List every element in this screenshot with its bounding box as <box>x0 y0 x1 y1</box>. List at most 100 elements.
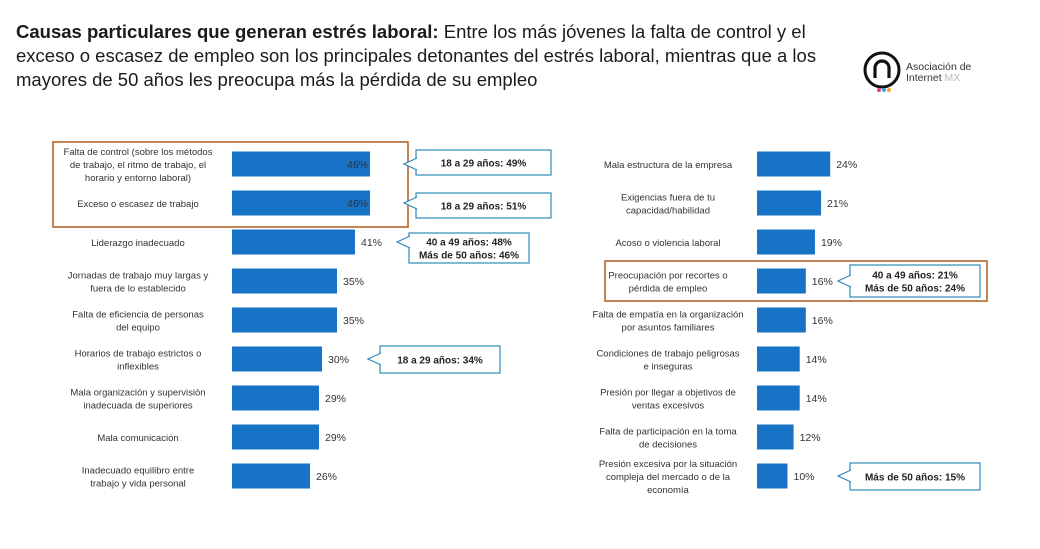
right-category-label-7: ventas excesivos <box>632 401 705 412</box>
left-value-label-5: 35% <box>343 315 364 327</box>
right-value-label-3: 19% <box>821 237 842 249</box>
left-category-label-1: Falta de control (sobre los métodos <box>64 147 213 158</box>
logo-text: Asociación de Internet MX <box>906 62 971 84</box>
left-value-label-8: 29% <box>325 432 346 444</box>
left-bar-3 <box>232 229 355 255</box>
right-category-label-9: economía <box>647 485 689 496</box>
right-category-label-7: Presión por llegar a objetivos de <box>600 388 736 399</box>
right-bar-4 <box>757 268 806 294</box>
right-annotation-pointer-2 <box>836 469 852 483</box>
right-value-label-7: 14% <box>806 393 827 405</box>
title-bold: Causas particulares que generan estrés l… <box>16 21 439 42</box>
right-category-label-4: pérdida de empleo <box>629 284 708 295</box>
left-annotation-box-1 <box>415 149 552 176</box>
right-value-label-8: 12% <box>800 432 821 444</box>
right-category-label-6: e inseguras <box>643 362 692 373</box>
right-bar-1 <box>757 151 831 177</box>
logo-line-1: Asociación de <box>906 61 972 73</box>
right-category-label-1: Mala estructura de la empresa <box>604 160 733 171</box>
logo: Asociación de Internet MX <box>860 48 1030 96</box>
right-value-label-5: 16% <box>812 315 833 327</box>
right-category-label-9: compleja del mercado o de la <box>606 472 731 483</box>
right-value-label-1: 24% <box>836 159 857 171</box>
right-annotation-pointer-1 <box>836 274 852 288</box>
right-category-label-5: por asuntos familiares <box>622 323 715 334</box>
left-value-label-7: 29% <box>325 393 346 405</box>
left-category-label-9: trabajo y vida personal <box>90 479 186 490</box>
left-category-label-1: horario y entorno laboral) <box>85 173 191 184</box>
right-category-label-3: Acoso o violencia laboral <box>615 238 720 249</box>
right-annotation-text-1: Más de 50 años: 24% <box>865 284 965 295</box>
left-category-label-4: fuera de lo establecido <box>90 284 186 295</box>
right-category-label-5: Falta de empatía en la organización <box>592 310 743 321</box>
left-annotation-pointer-3 <box>395 235 411 249</box>
left-annotation-box-3 <box>408 232 530 264</box>
left-annotation-pointer-2 <box>402 196 418 210</box>
left-category-label-2: Exceso o escasez de trabajo <box>77 199 198 210</box>
right-value-label-4: 16% <box>812 276 833 288</box>
right-category-label-8: de decisiones <box>639 440 697 451</box>
right-value-label-9: 10% <box>794 471 815 483</box>
left-category-label-7: Mala organización y supervisión <box>70 388 205 399</box>
left-annotation-box-2 <box>415 192 552 219</box>
right-bar-2 <box>757 190 822 216</box>
right-value-label-2: 21% <box>827 198 848 210</box>
asociacion-internet-mx-logo-icon <box>863 51 901 92</box>
left-value-label-3: 41% <box>361 237 382 249</box>
left-annotation-text-3: Más de 50 años: 46% <box>419 251 519 262</box>
left-category-label-1: de trabajo, el ritmo de trabajo, el <box>70 160 206 171</box>
left-annotation-text-2: 18 a 29 años: 51% <box>441 202 527 213</box>
left-bar-1 <box>232 151 370 177</box>
right-category-label-8: Falta de participación en la toma <box>599 427 737 438</box>
left-bar-6 <box>232 346 322 372</box>
logo-line-2: Internet <box>906 72 942 84</box>
right-value-label-6: 14% <box>806 354 827 366</box>
right-category-label-9: Presión excesiva por la situación <box>599 459 737 470</box>
right-bar-6 <box>757 346 800 372</box>
right-category-label-6: Condiciones de trabajo peligrosas <box>596 349 739 360</box>
right-annotation-text-2: Más de 50 años: 15% <box>865 473 965 484</box>
right-bar-5 <box>757 307 806 333</box>
right-category-label-2: capacidad/habilidad <box>626 206 710 217</box>
page-title: Causas particulares que generan estrés l… <box>16 20 866 92</box>
left-value-label-6: 30% <box>328 354 349 366</box>
left-annotation-text-1: 18 a 29 años: 49% <box>441 159 527 170</box>
logo-line-2-suffix: MX <box>944 72 961 84</box>
left-bar-4 <box>232 268 337 294</box>
left-annotation-pointer-1 <box>402 157 418 171</box>
left-annotation-pointer-4 <box>366 352 382 366</box>
right-annotation-box-1 <box>849 264 981 298</box>
left-category-label-9: Inadecuado equilibro entre <box>82 466 195 477</box>
left-category-label-5: del equipo <box>116 323 160 334</box>
right-bar-7 <box>757 385 800 411</box>
left-bar-8 <box>232 424 319 450</box>
left-category-label-8: Mala comunicación <box>97 433 178 444</box>
left-bar-2 <box>232 190 370 216</box>
right-category-label-4: Preocupación por recortes o <box>608 271 727 282</box>
left-value-label-2: 46% <box>347 198 368 210</box>
right-bar-8 <box>757 424 794 450</box>
left-bar-9 <box>232 463 310 489</box>
left-value-label-9: 26% <box>316 471 337 483</box>
left-bar-7 <box>232 385 319 411</box>
left-highlight-frame <box>52 141 409 228</box>
left-category-label-4: Jornadas de trabajo muy largas y <box>68 271 209 282</box>
left-annotation-text-4: 18 a 29 años: 34% <box>397 356 483 367</box>
right-bar-9 <box>757 463 788 489</box>
left-value-label-4: 35% <box>343 276 364 288</box>
left-category-label-3: Liderazgo inadecuado <box>91 238 185 249</box>
title-rest: Entre los más jóvenes la falta de contro… <box>16 21 817 90</box>
right-bar-3 <box>757 229 815 255</box>
right-highlight-frame <box>604 260 988 302</box>
left-category-label-6: inflexibles <box>117 362 159 373</box>
left-category-label-5: Falta de eficiencia de personas <box>72 310 204 321</box>
right-category-label-2: Exigencias fuera de tu <box>621 193 715 204</box>
left-category-label-6: Horarios de trabajo estrictos o <box>75 349 202 360</box>
left-bar-5 <box>232 307 337 333</box>
right-annotation-box-2 <box>849 462 981 491</box>
left-category-label-7: inadecuada de superiores <box>83 401 193 412</box>
left-value-label-1: 46% <box>347 159 368 171</box>
right-annotation-text-1: 40 a 49 años: 21% <box>872 271 958 282</box>
left-annotation-box-4 <box>379 345 501 374</box>
